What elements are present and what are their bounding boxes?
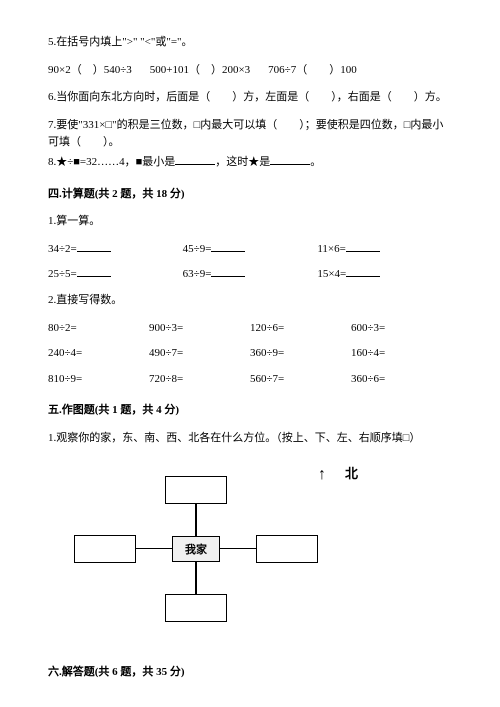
calc-blank — [211, 241, 245, 252]
q8-prefix: 8.★÷■=32……4，■最小是 — [48, 156, 175, 168]
diagram-top-box — [165, 476, 227, 504]
calc-item: 360÷6= — [351, 371, 452, 389]
q5-item-0: 90×2（ ）540÷3 — [48, 62, 132, 80]
calc-item: 490÷7= — [149, 345, 250, 363]
calc-blank — [211, 266, 245, 277]
calc-item: 360÷9= — [250, 345, 351, 363]
q5-item-2: 706÷7（ ）100 — [268, 62, 357, 80]
north-label: 北 — [345, 464, 358, 485]
calc-item: 160÷4= — [351, 345, 452, 363]
calc-blank — [77, 241, 111, 252]
diagram-bottom-box — [165, 594, 227, 622]
q8-mid: ，这时★是 — [215, 156, 270, 168]
calc-item: 80÷2= — [48, 320, 149, 338]
calc-item: 15×4= — [317, 266, 452, 284]
calc-expr: 25÷5= — [48, 268, 77, 280]
q8-blank-2 — [270, 154, 310, 165]
calc-row: 240÷4= 490÷7= 360÷9= 160÷4= — [48, 345, 452, 363]
diagram-line — [136, 548, 172, 550]
calc-item: 810÷9= — [48, 371, 149, 389]
calc-expr: 11×6= — [317, 243, 346, 255]
q5-item-1: 500+101（ ）200×3 — [150, 62, 250, 80]
calc-item: 45÷9= — [183, 241, 318, 259]
calc-row: 810÷9= 720÷8= 560÷7= 360÷6= — [48, 371, 452, 389]
calc-expr: 45÷9= — [183, 243, 212, 255]
calc-expr: 15×4= — [317, 268, 346, 280]
diagram-center-box: 我家 — [172, 536, 220, 562]
calc-row: 34÷2= 45÷9= 11×6= — [48, 241, 452, 259]
q5-title: 5.在括号内填上">" "<"或"="。 — [48, 34, 452, 52]
diagram-line — [220, 548, 256, 550]
sec4-p1-title: 1.算一算。 — [48, 213, 452, 231]
question-7: 7.要使"331×□"的积是三位数，□内最大可以填（ ）；要使积是四位数，□内最… — [48, 117, 452, 152]
question-6: 6.当你面向东北方向时，后面是（ ）方，左面是（ ），右面是（ ）方。 — [48, 89, 452, 107]
calc-item: 120÷6= — [250, 320, 351, 338]
q8-blank-1 — [175, 154, 215, 165]
section-4-title: 四.计算题(共 2 题，共 18 分) — [48, 186, 452, 204]
north-arrow-icon: ↑ — [318, 462, 326, 488]
calc-item: 240÷4= — [48, 345, 149, 363]
diagram-line — [195, 504, 197, 536]
q5-items: 90×2（ ）540÷3 500+101（ ）200×3 706÷7（ ）100 — [48, 62, 452, 80]
calc-item: 560÷7= — [250, 371, 351, 389]
calc-item: 63÷9= — [183, 266, 318, 284]
sec4-p2-title: 2.直接写得数。 — [48, 292, 452, 310]
calc-item: 900÷3= — [149, 320, 250, 338]
calc-item: 34÷2= — [48, 241, 183, 259]
diagram-right-box — [256, 535, 318, 563]
section-6-title: 六.解答题(共 6 题，共 35 分) — [48, 664, 452, 682]
section-5-title: 五.作图题(共 1 题，共 4 分) — [48, 402, 452, 420]
calc-expr: 34÷2= — [48, 243, 77, 255]
calc-blank — [346, 266, 380, 277]
diagram-line — [195, 562, 197, 594]
calc-item: 600÷3= — [351, 320, 452, 338]
calc-item: 11×6= — [317, 241, 452, 259]
calc-row: 25÷5= 63÷9= 15×4= — [48, 266, 452, 284]
diagram-left-box — [74, 535, 136, 563]
calc-item: 720÷8= — [149, 371, 250, 389]
question-5: 5.在括号内填上">" "<"或"="。 — [48, 34, 452, 52]
calc-blank — [346, 241, 380, 252]
q8-suffix: 。 — [310, 156, 321, 168]
calc-item: 25÷5= — [48, 266, 183, 284]
sec5-q1: 1.观察你的家，东、南、西、北各在什么方位。（按上、下、左、右顺序填□） — [48, 430, 452, 448]
direction-diagram: ↑ 北 我家 — [68, 458, 368, 638]
calc-row: 80÷2= 900÷3= 120÷6= 600÷3= — [48, 320, 452, 338]
calc-blank — [77, 266, 111, 277]
calc-expr: 63÷9= — [183, 268, 212, 280]
question-8: 8.★÷■=32……4，■最小是 ，这时★是 。 — [48, 154, 452, 172]
